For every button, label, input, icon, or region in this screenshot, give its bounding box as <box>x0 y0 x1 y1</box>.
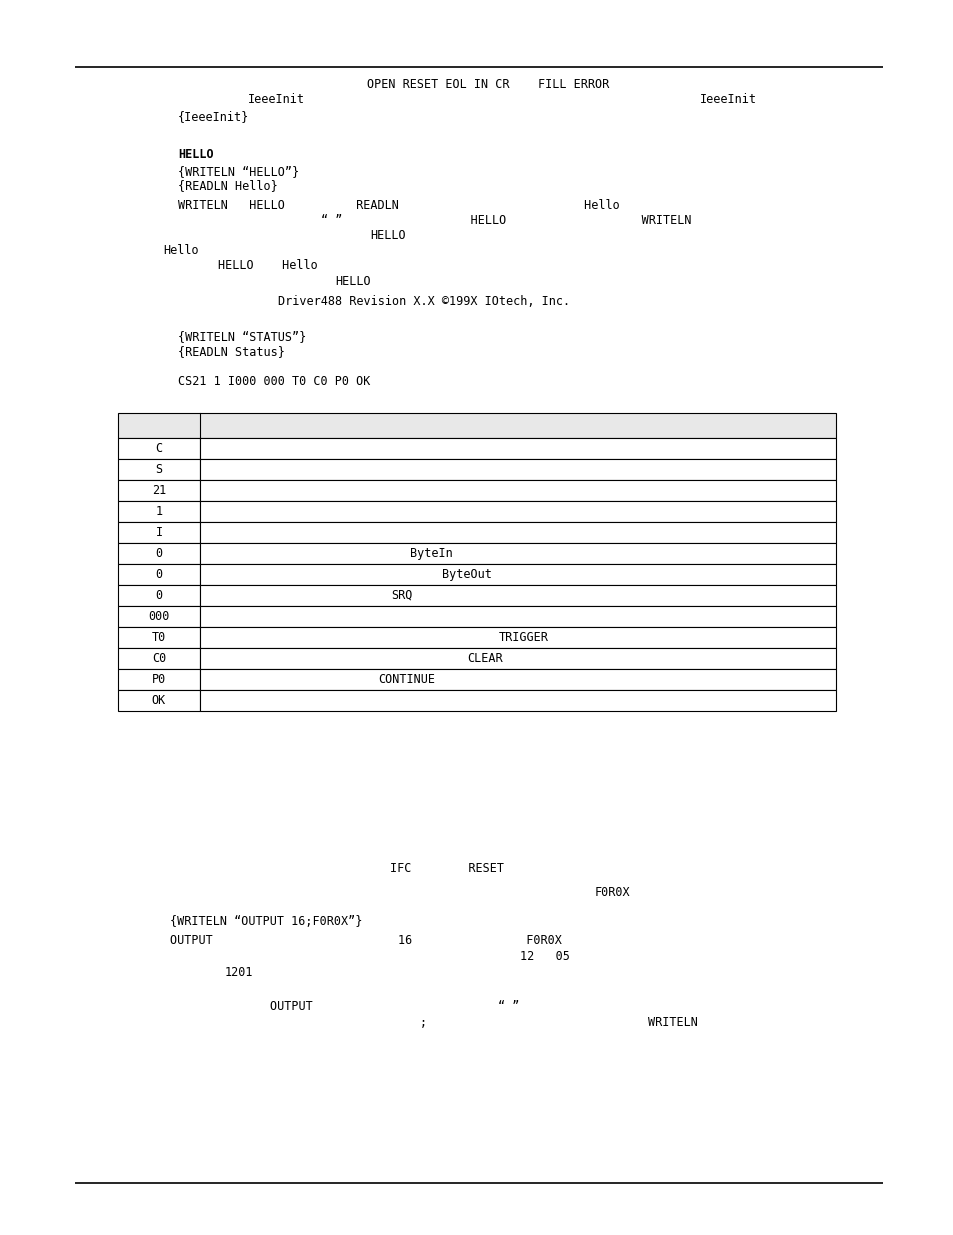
Text: WRITELN   HELLO          READLN                          Hello: WRITELN HELLO READLN Hello <box>178 199 619 212</box>
Text: SRQ: SRQ <box>391 589 412 601</box>
Bar <box>118 501 200 522</box>
Text: CLEAR: CLEAR <box>467 652 502 664</box>
Bar <box>118 438 200 459</box>
Text: HELLO: HELLO <box>178 148 213 161</box>
Bar <box>200 459 835 480</box>
Bar <box>118 585 200 606</box>
Text: ByteIn: ByteIn <box>410 547 452 559</box>
Text: IeeeInit: IeeeInit <box>248 93 305 106</box>
Bar <box>118 627 200 648</box>
Bar <box>200 480 835 501</box>
Text: T0: T0 <box>152 631 166 643</box>
Text: C0: C0 <box>152 652 166 664</box>
Text: OUTPUT                          16                F0R0X: OUTPUT 16 F0R0X <box>170 934 561 947</box>
Text: CS21 1 I000 000 T0 C0 P0 OK: CS21 1 I000 000 T0 C0 P0 OK <box>178 375 370 388</box>
Bar <box>200 543 835 564</box>
Text: 000: 000 <box>148 610 170 622</box>
Bar <box>200 522 835 543</box>
Text: 12   05: 12 05 <box>519 950 569 963</box>
Bar <box>118 564 200 585</box>
Text: 1201: 1201 <box>225 966 253 979</box>
Text: ;                               WRITELN: ; WRITELN <box>419 1016 698 1029</box>
Text: 21: 21 <box>152 484 166 496</box>
Bar <box>200 501 835 522</box>
Bar <box>118 480 200 501</box>
Text: HELLO: HELLO <box>335 275 370 288</box>
Text: OPEN RESET EOL IN CR    FILL ERROR: OPEN RESET EOL IN CR FILL ERROR <box>367 78 609 91</box>
Text: HELLO    Hello: HELLO Hello <box>218 259 317 272</box>
Text: {WRITELN “STATUS”}: {WRITELN “STATUS”} <box>178 330 306 343</box>
Text: {WRITELN “OUTPUT 16;F0R0X”}: {WRITELN “OUTPUT 16;F0R0X”} <box>170 915 362 927</box>
Text: {READLN Hello}: {READLN Hello} <box>178 179 277 191</box>
Bar <box>118 412 835 438</box>
Bar <box>200 606 835 627</box>
Text: F0R0X: F0R0X <box>595 885 630 899</box>
Text: TRIGGER: TRIGGER <box>498 631 548 643</box>
Text: 1: 1 <box>155 505 162 517</box>
Bar <box>200 564 835 585</box>
Bar <box>118 648 200 669</box>
Text: {READLN Status}: {READLN Status} <box>178 345 285 358</box>
Text: S: S <box>155 463 162 475</box>
Text: HELLO: HELLO <box>370 228 405 242</box>
Bar <box>200 648 835 669</box>
Bar <box>118 459 200 480</box>
Bar <box>118 690 200 711</box>
Text: {WRITELN “HELLO”}: {WRITELN “HELLO”} <box>178 165 299 178</box>
Text: Driver488 Revision X.X ©199X IOtech, Inc.: Driver488 Revision X.X ©199X IOtech, Inc… <box>277 295 570 308</box>
Bar <box>118 606 200 627</box>
Text: “ ”                  HELLO                   WRITELN: “ ” HELLO WRITELN <box>320 214 691 227</box>
Text: C: C <box>155 442 162 454</box>
Text: CONTINUE: CONTINUE <box>377 673 435 685</box>
Bar <box>118 543 200 564</box>
Text: OUTPUT                          “ ”: OUTPUT “ ” <box>270 1000 518 1013</box>
Text: OK: OK <box>152 694 166 706</box>
Text: I: I <box>155 526 162 538</box>
Text: IFC        RESET: IFC RESET <box>390 862 503 876</box>
Text: Hello: Hello <box>163 245 198 257</box>
Bar <box>200 585 835 606</box>
Text: {IeeeInit}: {IeeeInit} <box>178 110 249 124</box>
Bar <box>118 669 200 690</box>
Bar <box>200 690 835 711</box>
Bar <box>200 627 835 648</box>
Text: 0: 0 <box>155 589 162 601</box>
Text: ByteOut: ByteOut <box>441 568 491 580</box>
Text: 0: 0 <box>155 547 162 559</box>
Bar <box>118 522 200 543</box>
Text: 0: 0 <box>155 568 162 580</box>
Bar <box>200 669 835 690</box>
Bar <box>200 438 835 459</box>
Text: P0: P0 <box>152 673 166 685</box>
Text: IeeeInit: IeeeInit <box>700 93 757 106</box>
